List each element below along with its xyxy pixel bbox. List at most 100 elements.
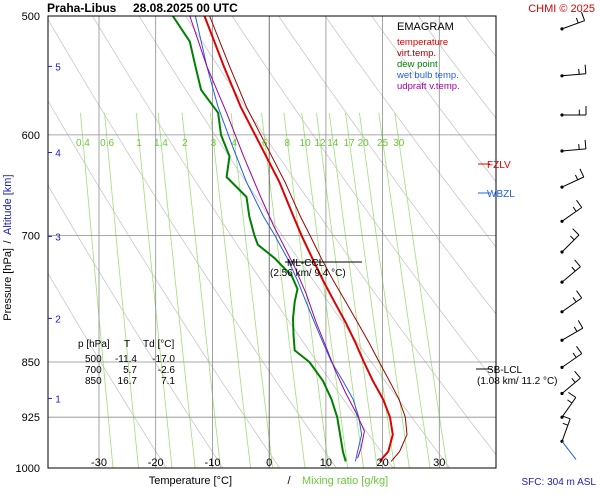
mixing-ratio-label: 25 — [377, 138, 389, 149]
dry-adiabat — [503, 0, 600, 500]
barb-base-dot — [560, 365, 564, 369]
dry-adiabat — [324, 16, 496, 248]
barb-feather — [575, 17, 579, 24]
sb-lcl-marker: SB-LCL (1.08 km/ 11.2 °C) — [476, 365, 558, 387]
sounding-datetime: 28.08.2025 00 UTC — [133, 1, 238, 15]
mixing-ratio-lines — [80, 112, 448, 468]
mixing-ratio-line — [209, 112, 251, 468]
mixing-ratio-line — [359, 112, 410, 468]
mixing-ratio-line — [345, 112, 395, 468]
barb-staff — [561, 397, 577, 418]
wind-barb — [560, 12, 586, 31]
wind-barb — [560, 346, 583, 369]
barb-base-dot — [560, 27, 564, 31]
mixing-ratio-line — [181, 112, 221, 468]
mixing-ratio-line — [157, 112, 196, 468]
barb-feather — [574, 174, 579, 181]
altitude-tick-label: 1 — [55, 394, 61, 405]
altitude-tick-label: 2 — [55, 314, 61, 325]
dry-adiabat — [278, 16, 496, 315]
barb-feather — [576, 199, 583, 208]
barb-base-dot — [560, 219, 564, 223]
altitude-tick-label: 4 — [55, 149, 61, 160]
dry-adiabat — [231, 16, 496, 384]
pressure-tick-label: 700 — [22, 230, 40, 242]
barb-staff — [561, 148, 586, 152]
altitude-tick-label: 5 — [55, 62, 61, 73]
barb-base-dot — [560, 250, 564, 254]
fzlv-marker: FZLV — [478, 160, 511, 171]
altitude-tick-labels: 1 2 3 4 5 — [48, 62, 61, 405]
dry-adiabat — [417, 16, 496, 119]
legend-item-dew-point: dew point — [397, 59, 438, 70]
mixing-ratio-label: 2 — [182, 138, 188, 149]
wind-barb — [560, 199, 583, 223]
barb-feather — [562, 422, 569, 426]
mixing-ratio-line — [394, 112, 448, 468]
wind-barb — [560, 139, 587, 153]
x-axis-label-mixing-ratio: Mixing ratio [g/kg] — [302, 475, 388, 487]
barb-feather — [570, 235, 575, 241]
legend-item-temperature: temperature — [397, 37, 448, 48]
temperature-tick-label: 30 — [433, 457, 445, 469]
temperature-tick-label: 10 — [320, 457, 332, 469]
barb-staff — [561, 297, 582, 313]
ml-ccl-values: (2.56 km/ 9.4 °C) — [270, 268, 346, 279]
temperature-tick-label: -20 — [148, 457, 164, 469]
pressure-tick-label: 1000 — [16, 463, 40, 475]
mixing-ratio-line — [316, 112, 364, 468]
table-row: 500 -11.4 -17.0 — [85, 354, 175, 365]
wbzl-label: WBZL — [487, 189, 515, 200]
dry-adiabat — [138, 16, 451, 468]
sb-lcl-label: SB-LCL — [487, 365, 522, 376]
barb-base-dot — [560, 185, 564, 189]
barb-staff — [561, 377, 581, 394]
barb-staff — [561, 234, 580, 253]
svg-text:5.7: 5.7 — [123, 365, 137, 376]
pressure-tick-labels: 500 600 700 850 925 1000 — [16, 11, 40, 475]
pressure-tick-label: 600 — [22, 130, 40, 142]
temperature-tick-label: 20 — [376, 457, 388, 469]
mixing-ratio-line — [135, 112, 173, 468]
temperature-tick-label: -10 — [205, 457, 221, 469]
barb-base-dot — [560, 338, 564, 342]
surface-wind-line — [561, 441, 577, 460]
grid-lines — [48, 16, 496, 468]
mixing-ratio-label: 17 — [344, 138, 356, 149]
mixing-ratio-line — [378, 112, 431, 468]
wind-barb — [560, 370, 581, 396]
table-row: 700 5.7 -2.6 — [85, 365, 175, 376]
wind-barb — [560, 228, 580, 254]
dry-adiabat — [48, 18, 337, 468]
barb-base-dot — [560, 391, 564, 396]
wind-barb — [560, 259, 581, 284]
barb-feather — [572, 228, 580, 236]
svg-text:-17.0: -17.0 — [152, 354, 175, 365]
mixing-ratio-line — [104, 112, 139, 468]
barb-feather — [579, 168, 585, 178]
mixing-ratio-label: 0.6 — [100, 138, 114, 149]
legend-title: EMAGRAM — [397, 21, 454, 33]
mixing-ratio-label: 1.4 — [154, 138, 168, 149]
barb-feather — [571, 377, 576, 383]
barb-base-dot — [560, 113, 564, 117]
mixing-ratio-label: 20 — [358, 138, 370, 149]
mixing-ratio-line — [283, 112, 330, 468]
barb-staff — [561, 73, 586, 77]
barb-feather — [568, 391, 577, 398]
mixing-ratio-line — [261, 112, 306, 468]
barb-feather — [578, 68, 580, 75]
barb-feather — [584, 64, 587, 74]
barb-base-dot — [560, 149, 564, 153]
table-header-dewpoint: Td [°C] — [143, 339, 174, 350]
barb-feather — [572, 352, 577, 358]
profile-lines — [171, 16, 408, 463]
x-axis-label-temperature: Temperature [°C] — [149, 475, 232, 487]
barb-staff — [561, 418, 571, 442]
temperature-tick-labels: -30 -20 -10 0 10 20 30 — [91, 457, 445, 469]
plot-frame — [47, 15, 497, 469]
dry-adiabat — [48, 272, 167, 468]
